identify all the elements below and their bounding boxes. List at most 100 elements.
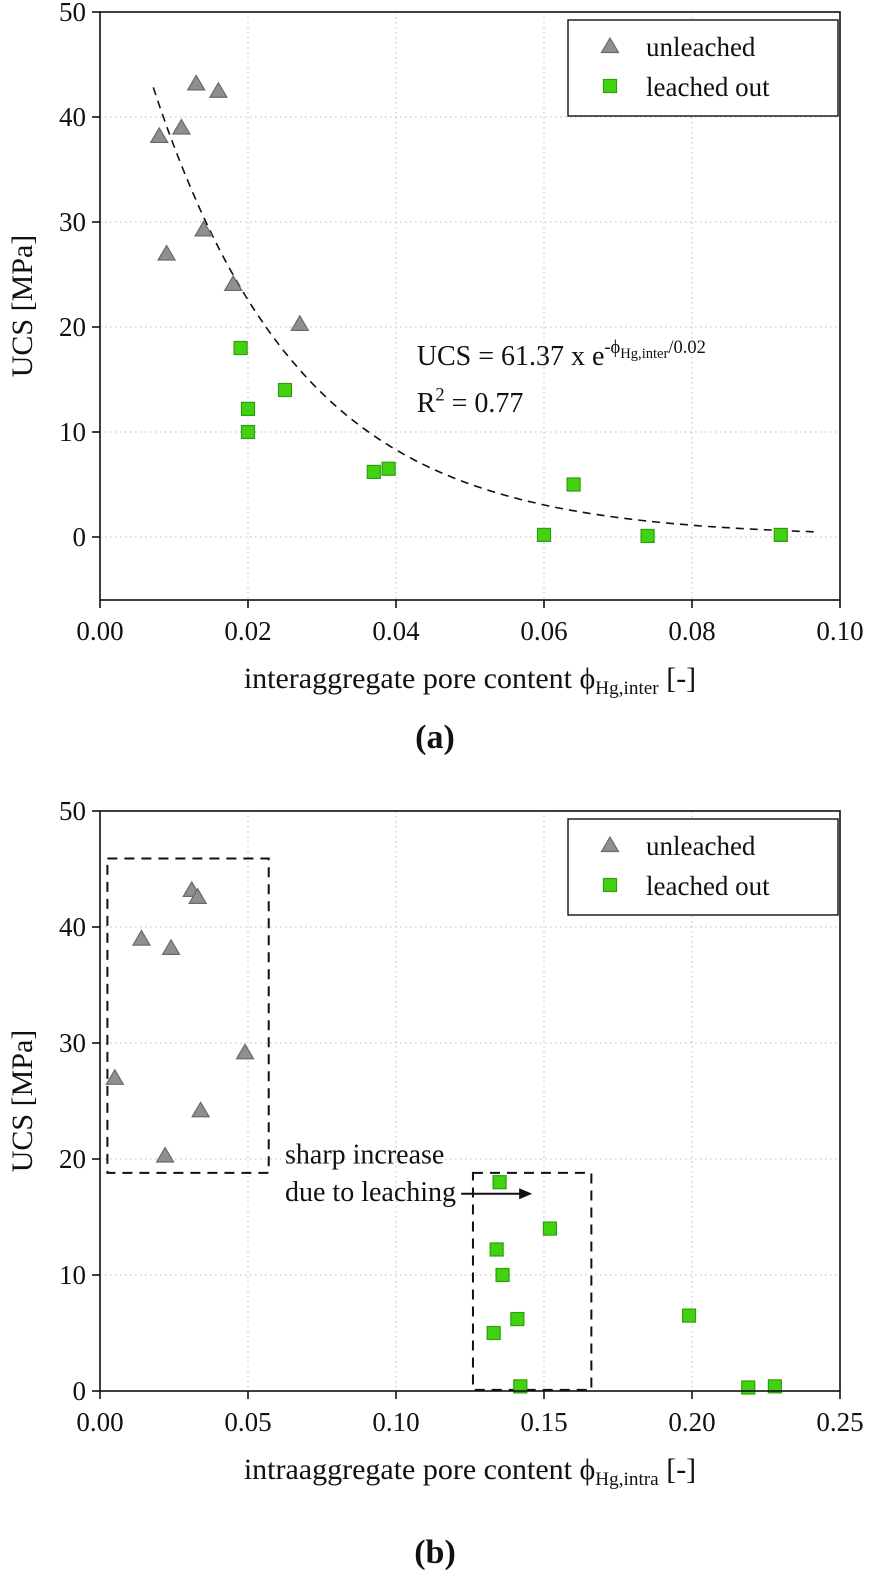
leached-point — [240, 424, 256, 440]
y-tick-label: 10 — [59, 417, 86, 447]
unleached-point — [131, 929, 151, 946]
unleached-point — [188, 887, 208, 904]
x-tick-label: 0.05 — [224, 1407, 271, 1437]
unleached-point — [600, 36, 620, 54]
leached-point — [366, 464, 381, 479]
leached-point — [773, 527, 788, 543]
x-tick-label: 0.04 — [372, 616, 420, 646]
plot-border — [99, 11, 841, 601]
y-tick-label: 40 — [59, 912, 86, 942]
legend-box — [567, 818, 839, 916]
y-tick-label: 20 — [59, 312, 86, 342]
annotation-line-2: R2 = 0.77 — [417, 384, 524, 419]
leached-point — [510, 1311, 525, 1327]
x-tick-label: 0.10 — [816, 616, 863, 646]
cluster-box-2 — [471, 1171, 593, 1391]
y-tick-label: 50 — [59, 0, 86, 27]
x-tick-label: 0.00 — [76, 616, 123, 646]
leached-point — [492, 1175, 507, 1190]
leached-point — [542, 1221, 558, 1236]
cluster-box-1 — [106, 857, 270, 1174]
panel-b-label: (b) — [414, 1533, 456, 1571]
unleached-point — [290, 314, 310, 331]
gridlines — [100, 811, 840, 1391]
annotation-arrow — [461, 1188, 533, 1200]
panel-b-chart: 0.00 0.05 0.10 0.15 0.20 0.25 0 10 20 30 40 50 intra… — [6, 796, 864, 1490]
unleached-point — [149, 126, 169, 143]
leached-point — [640, 528, 655, 544]
leached-point — [602, 877, 618, 893]
unleached-point — [191, 1101, 211, 1118]
unleached-point — [157, 244, 177, 261]
y-tick-label: 20 — [59, 1144, 86, 1174]
x-tick-label: 0.06 — [520, 616, 567, 646]
series-leached-out — [486, 1175, 782, 1395]
leached-point — [381, 461, 396, 476]
series-unleached — [105, 880, 255, 1163]
x-tick-label: 0.15 — [520, 1407, 567, 1437]
y-tick-label: 40 — [59, 102, 86, 132]
legend-label: unleached — [646, 831, 756, 861]
y-tick-label: 30 — [59, 207, 86, 237]
exponential-fit-curve — [152, 87, 818, 533]
series-leached-out — [233, 340, 788, 544]
panel-a-chart: 0.00 0.02 0.04 0.06 0.08 0.10 0 10 20 30 40 50 inter… — [6, 0, 864, 699]
x-axis-title: intraaggregate pore content ϕHg,intra [-… — [244, 1453, 696, 1490]
y-axis-title: UCS [MPa] — [6, 1030, 39, 1173]
y-tick-label: 0 — [73, 522, 87, 552]
leached-point — [277, 382, 293, 398]
annotation-line-1: sharp increase — [285, 1140, 444, 1171]
x-tick-label: 0.10 — [372, 1407, 419, 1437]
leached-point — [495, 1267, 510, 1283]
leached-point — [767, 1379, 782, 1394]
legend: unleached leached out — [567, 19, 839, 117]
leached-point — [233, 340, 248, 356]
unleached-point — [171, 118, 191, 135]
leached-point — [681, 1308, 697, 1323]
unleached-point — [223, 274, 243, 292]
y-tick-label: 30 — [59, 1028, 86, 1058]
legend: unleached leached out — [567, 818, 839, 916]
leached-point — [566, 477, 581, 492]
panel-a-label: (a) — [415, 718, 455, 756]
leached-point — [240, 401, 256, 416]
leached-point — [741, 1380, 756, 1395]
annotation-line-1: UCS = 61.37 x e-ϕHg,inter/0.02 — [417, 337, 706, 372]
panel-a: 0.00 0.02 0.04 0.06 0.08 0.10 0 10 20 30 40 50 inter… — [0, 0, 870, 775]
plot-border — [99, 810, 841, 1392]
unleached-point — [194, 220, 214, 237]
leached-point — [536, 527, 552, 543]
leached-point — [486, 1325, 501, 1341]
legend-label: leached out — [646, 72, 770, 102]
unleached-point — [235, 1043, 255, 1060]
annotation-line-2: due to leaching — [285, 1177, 456, 1208]
series-unleached — [149, 74, 310, 331]
y-tick-label: 50 — [59, 796, 86, 826]
y-tick-label: 10 — [59, 1260, 86, 1290]
y-tick-label: 0 — [73, 1376, 87, 1406]
panel-b: 0.00 0.05 0.10 0.15 0.20 0.25 0 10 20 30 40 50 intra… — [0, 775, 870, 1590]
legend-label: unleached — [646, 32, 756, 62]
x-tick-label: 0.00 — [76, 1407, 123, 1437]
unleached-point — [105, 1068, 125, 1085]
unleached-point — [186, 74, 206, 91]
leached-point — [489, 1242, 504, 1257]
unleached-point — [600, 835, 620, 853]
axes: 0.00 0.05 0.10 0.15 0.20 0.25 0 10 20 30 40 50 — [59, 796, 864, 1437]
x-tick-label: 0.25 — [816, 1407, 863, 1437]
legend-box — [567, 19, 839, 117]
unleached-point — [161, 938, 181, 955]
leached-point — [513, 1379, 528, 1394]
axes: 0.00 0.02 0.04 0.06 0.08 0.10 0 10 20 30 40 50 — [59, 0, 864, 646]
legend-label: leached out — [646, 871, 770, 901]
x-tick-label: 0.08 — [668, 616, 715, 646]
y-axis-title: UCS [MPa] — [6, 235, 39, 378]
x-tick-label: 0.02 — [224, 616, 271, 646]
x-tick-label: 0.20 — [668, 1407, 715, 1437]
gridlines — [100, 12, 840, 600]
unleached-point — [208, 81, 228, 98]
unleached-point — [155, 1146, 175, 1163]
leached-point — [602, 78, 618, 94]
x-axis-title: interaggregate pore content ϕHg,inter [-… — [244, 662, 696, 699]
